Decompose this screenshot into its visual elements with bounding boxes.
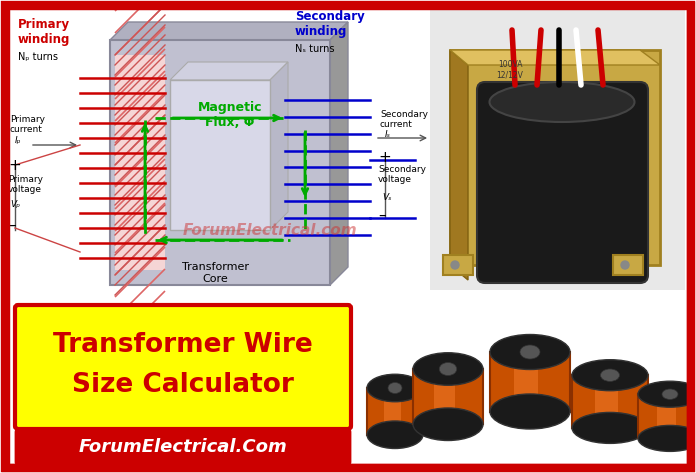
Ellipse shape — [388, 383, 402, 394]
Text: Nₛ turns: Nₛ turns — [295, 44, 335, 54]
Text: Magnetic
Flux, Φ: Magnetic Flux, Φ — [198, 101, 262, 129]
Text: –: – — [378, 208, 386, 223]
Ellipse shape — [490, 394, 570, 429]
Ellipse shape — [413, 408, 483, 440]
Text: Iₚ: Iₚ — [15, 136, 22, 145]
Text: ForumElectrical.com: ForumElectrical.com — [182, 222, 357, 237]
Ellipse shape — [662, 389, 678, 399]
Text: Iₛ: Iₛ — [385, 130, 391, 139]
FancyBboxPatch shape — [450, 50, 660, 265]
Ellipse shape — [367, 421, 423, 448]
Ellipse shape — [413, 353, 483, 385]
Ellipse shape — [638, 425, 696, 451]
Polygon shape — [450, 50, 660, 65]
FancyBboxPatch shape — [170, 80, 270, 230]
Text: +: + — [8, 158, 21, 173]
Text: –: – — [8, 218, 15, 233]
FancyBboxPatch shape — [360, 290, 688, 465]
FancyBboxPatch shape — [115, 55, 165, 270]
FancyBboxPatch shape — [16, 430, 350, 464]
Text: Primary
voltage: Primary voltage — [8, 175, 43, 194]
FancyBboxPatch shape — [15, 305, 351, 429]
Polygon shape — [170, 62, 288, 80]
Text: +: + — [378, 150, 390, 165]
FancyBboxPatch shape — [110, 40, 330, 285]
Ellipse shape — [638, 381, 696, 407]
Text: Secondary
winding: Secondary winding — [295, 10, 365, 38]
FancyBboxPatch shape — [490, 352, 570, 412]
Polygon shape — [110, 22, 348, 40]
Text: Primary
winding: Primary winding — [18, 18, 70, 46]
Text: Nₚ turns: Nₚ turns — [18, 52, 58, 62]
Polygon shape — [270, 62, 288, 230]
FancyBboxPatch shape — [572, 375, 648, 428]
FancyBboxPatch shape — [383, 388, 401, 435]
FancyBboxPatch shape — [367, 388, 423, 435]
FancyBboxPatch shape — [443, 255, 473, 275]
Text: Transformer Wire: Transformer Wire — [53, 332, 313, 358]
Ellipse shape — [601, 369, 619, 381]
FancyBboxPatch shape — [638, 394, 696, 438]
Text: 100VA
12/12V: 100VA 12/12V — [496, 60, 523, 79]
FancyBboxPatch shape — [477, 82, 648, 283]
Text: Vₛ: Vₛ — [382, 193, 391, 202]
Text: Secondary
voltage: Secondary voltage — [378, 165, 426, 184]
Text: Vₚ: Vₚ — [10, 200, 20, 209]
Text: Secondary
current: Secondary current — [380, 110, 428, 130]
Ellipse shape — [439, 362, 457, 376]
FancyBboxPatch shape — [595, 375, 617, 428]
Ellipse shape — [572, 359, 648, 391]
FancyBboxPatch shape — [657, 394, 677, 438]
Text: ForumElectrical.Com: ForumElectrical.Com — [79, 438, 287, 456]
Ellipse shape — [367, 374, 423, 402]
Text: Transformer
Core: Transformer Core — [182, 262, 248, 284]
Polygon shape — [330, 22, 348, 285]
Circle shape — [451, 261, 459, 269]
FancyBboxPatch shape — [613, 255, 643, 275]
Ellipse shape — [520, 345, 540, 359]
FancyBboxPatch shape — [430, 10, 685, 290]
Ellipse shape — [572, 412, 648, 443]
Text: Primary
current: Primary current — [10, 115, 45, 134]
Ellipse shape — [490, 334, 570, 369]
FancyBboxPatch shape — [514, 352, 538, 412]
FancyBboxPatch shape — [434, 369, 455, 424]
Circle shape — [621, 261, 629, 269]
FancyBboxPatch shape — [413, 369, 483, 424]
Polygon shape — [450, 50, 468, 280]
Ellipse shape — [489, 82, 635, 122]
Text: Size Calculator: Size Calculator — [72, 372, 294, 398]
